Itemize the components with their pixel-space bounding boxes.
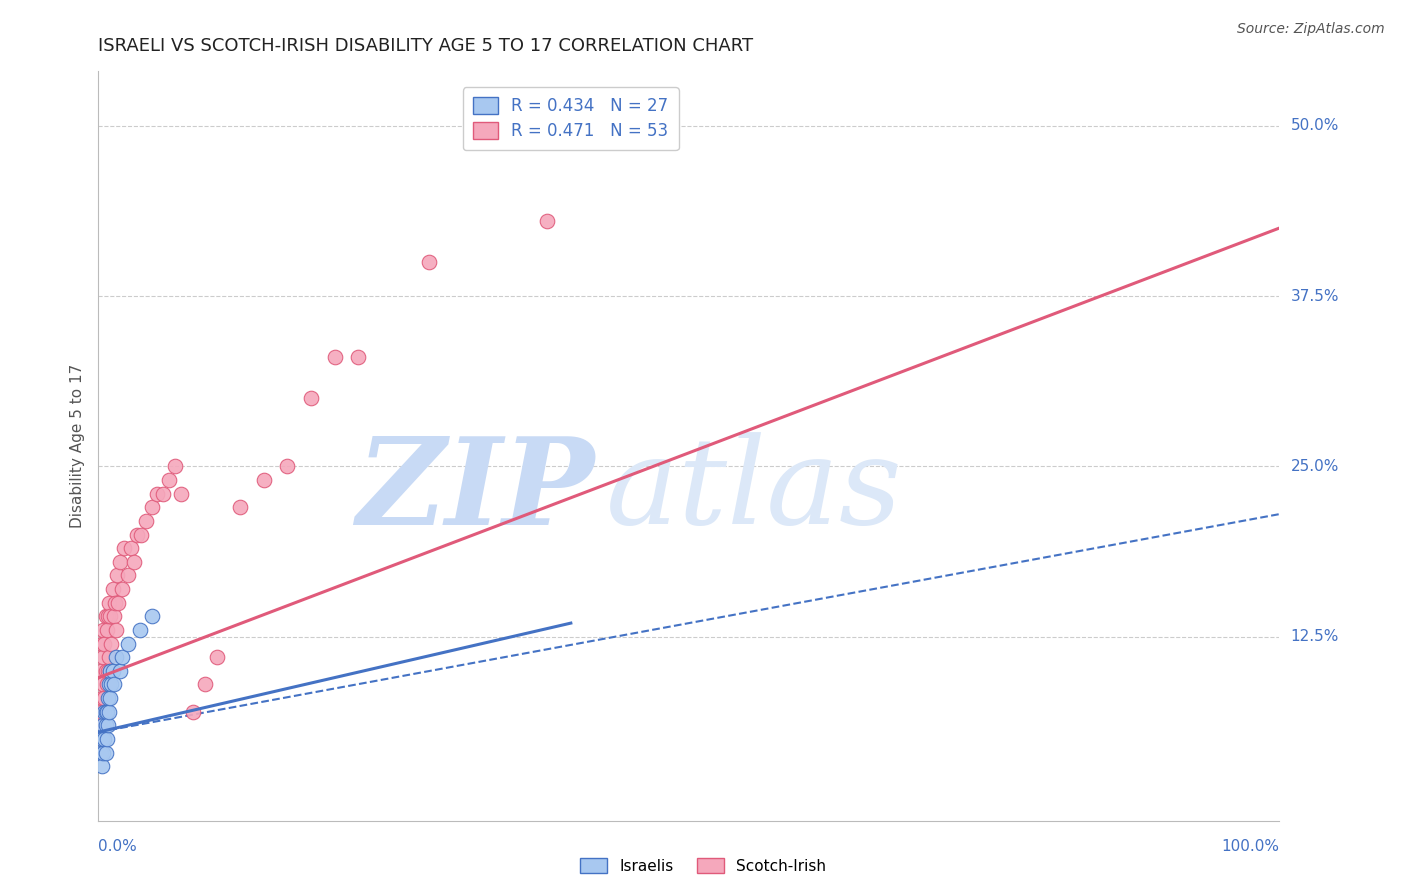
Point [141, 609, 163, 624]
Point [94, 609, 117, 624]
Point [181, 705, 204, 719]
Point [91, 691, 114, 706]
Point [91, 636, 114, 650]
Point [108, 664, 131, 678]
Point [97, 691, 120, 706]
Point [101, 582, 124, 596]
Point [94, 664, 117, 678]
Point [141, 500, 163, 515]
Point [108, 555, 131, 569]
Point [101, 664, 124, 678]
Point [96, 623, 118, 637]
Point [94, 746, 117, 760]
Point [96, 705, 118, 719]
Text: atlas: atlas [606, 433, 903, 549]
Point [96, 677, 118, 691]
Point [100, 636, 122, 650]
Point [98, 650, 121, 665]
Point [157, 473, 180, 487]
Point [91, 677, 114, 691]
Point [97, 609, 120, 624]
Point [97, 718, 120, 732]
Legend: Israelis, Scotch-Irish: Israelis, Scotch-Irish [574, 852, 832, 880]
Point [104, 596, 127, 610]
Point [98, 664, 121, 678]
Point [299, 392, 322, 406]
Point [98, 596, 121, 610]
Point [276, 459, 298, 474]
Point [94, 718, 117, 732]
Point [127, 527, 149, 541]
Y-axis label: Disability Age 5 to 17: Disability Age 5 to 17 [69, 364, 84, 528]
Point [97, 664, 120, 678]
Point [96, 731, 118, 746]
Point [122, 555, 145, 569]
Point [146, 486, 169, 500]
Point [103, 677, 125, 691]
Point [90, 746, 112, 760]
Text: 12.5%: 12.5% [1291, 629, 1339, 644]
Point [98, 677, 121, 691]
Point [165, 459, 187, 474]
Point [91, 718, 114, 732]
Text: 37.5%: 37.5% [1291, 289, 1339, 303]
Point [152, 486, 174, 500]
Point [229, 500, 252, 515]
Point [98, 609, 121, 624]
Point [347, 351, 370, 365]
Point [105, 568, 128, 582]
Point [91, 650, 114, 665]
Point [205, 650, 228, 665]
Point [111, 582, 134, 596]
Point [323, 351, 346, 365]
Point [105, 623, 128, 637]
Point [93, 705, 115, 719]
Text: Source: ZipAtlas.com: Source: ZipAtlas.com [1237, 22, 1385, 37]
Point [91, 731, 114, 746]
Point [93, 731, 115, 746]
Text: ZIP: ZIP [356, 432, 595, 550]
Point [111, 650, 134, 665]
Point [112, 541, 135, 556]
Point [91, 746, 114, 760]
Text: 0.0%: 0.0% [98, 839, 138, 855]
Point [90, 664, 112, 678]
Point [105, 650, 128, 665]
Point [98, 705, 121, 719]
Text: 50.0%: 50.0% [1291, 119, 1339, 133]
Legend: R = 0.434   N = 27, R = 0.471   N = 53: R = 0.434 N = 27, R = 0.471 N = 53 [463, 87, 679, 150]
Point [103, 609, 125, 624]
Point [117, 636, 139, 650]
Point [117, 568, 139, 582]
Point [94, 705, 117, 719]
Text: ISRAELI VS SCOTCH-IRISH DISABILITY AGE 5 TO 17 CORRELATION CHART: ISRAELI VS SCOTCH-IRISH DISABILITY AGE 5… [98, 37, 754, 54]
Point [135, 514, 157, 528]
Point [93, 691, 115, 706]
Point [418, 255, 440, 269]
Point [91, 623, 114, 637]
Point [91, 759, 114, 773]
Point [128, 623, 150, 637]
Point [98, 664, 121, 678]
Point [536, 214, 558, 228]
Point [90, 705, 112, 719]
Point [129, 527, 152, 541]
Point [170, 486, 193, 500]
Point [194, 677, 217, 691]
Point [107, 596, 129, 610]
Point [121, 541, 143, 556]
Point [253, 473, 276, 487]
Text: 100.0%: 100.0% [1222, 839, 1279, 855]
Point [98, 691, 121, 706]
Point [93, 636, 115, 650]
Point [89, 718, 111, 732]
Text: 25.0%: 25.0% [1291, 459, 1339, 474]
Point [100, 677, 122, 691]
